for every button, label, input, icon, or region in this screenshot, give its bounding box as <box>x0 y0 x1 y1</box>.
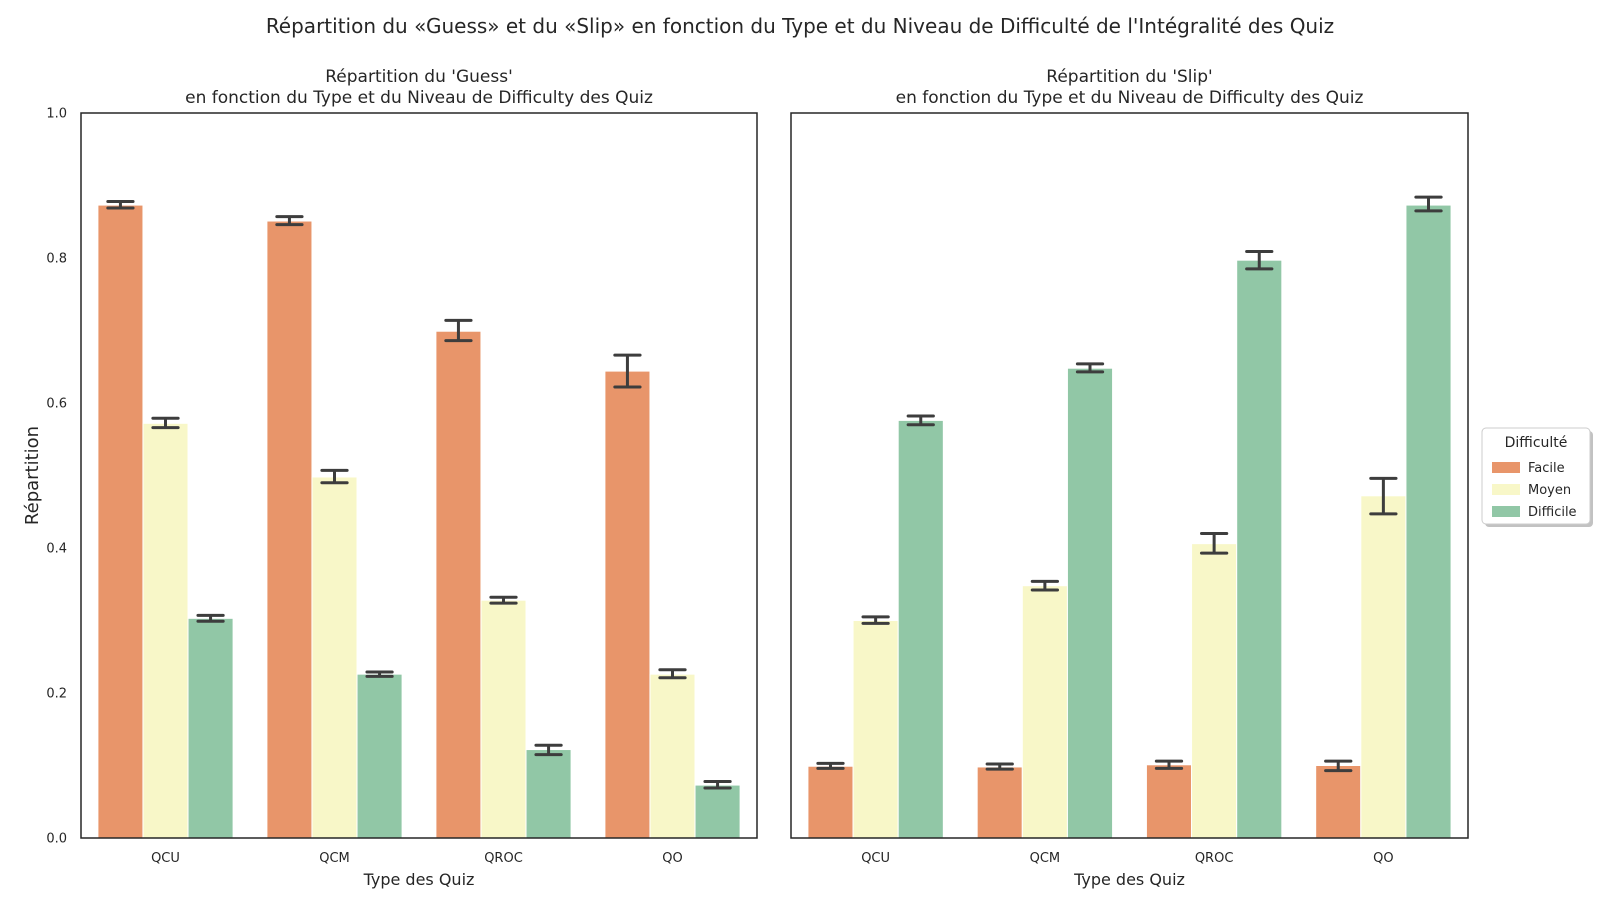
panel-1: QCU QCM QROC QO 0.0 0.2 0.4 0.6 0.8 1.0 Type des Q… <box>22 67 758 889</box>
figure-title: Répartition du «Guess» et du «Slip» en f… <box>266 14 1334 38</box>
panel-title: Répartition du 'Guess' en fonction du Typ… <box>185 67 653 108</box>
errorbar-qcu-moyen <box>861 615 890 625</box>
bar-qo-moyen <box>649 673 696 839</box>
legend-swatch-moyen <box>1492 484 1520 495</box>
bar-qroc-difficile <box>525 749 572 839</box>
axes-frame <box>80 112 758 839</box>
errorbar-qroc-moyen <box>489 595 518 605</box>
errorbar-qcu-difficile <box>196 613 225 623</box>
errorbar-qroc-moyen <box>1199 532 1229 555</box>
bar-qcu-facile <box>807 765 854 839</box>
errorbar-qroc-facile <box>1154 759 1184 770</box>
bar-qcu-facile <box>97 204 144 839</box>
bar-qo-difficile <box>694 784 741 839</box>
legend: Difficulté Facile Moyen Difficile <box>1481 427 1593 527</box>
errorbar-qroc-difficile <box>534 743 563 757</box>
x-axis-label: Type des Quiz <box>1073 870 1185 889</box>
legend-label-facile: Facile <box>1528 461 1565 476</box>
x-tick-label: QROC <box>1195 851 1234 866</box>
bar-qo-facile <box>604 370 651 839</box>
axes-frame <box>790 112 1469 839</box>
errorbar-qcu-facile <box>106 199 135 210</box>
y-tick-label: 1.0 <box>46 107 67 122</box>
legend-swatch-facile <box>1492 462 1520 473</box>
legend-swatch-difficile <box>1492 506 1520 517</box>
legend-label-moyen: Moyen <box>1528 483 1571 498</box>
x-tick-label: QCU <box>151 851 180 866</box>
y-tick-label: 0.6 <box>46 397 67 412</box>
errorbar-qroc-facile <box>444 318 473 343</box>
errorbar-qcm-moyen <box>1030 579 1060 592</box>
bar-qcu-difficile <box>187 617 234 839</box>
panel-2: QCU QCM QROC QO Type des Quiz Répartition du … <box>790 67 1469 889</box>
errorbar-qcm-difficile <box>365 670 394 678</box>
bar-qo-difficile <box>1405 204 1452 839</box>
errorbar-qcu-facile <box>816 761 845 770</box>
x-tick-label: QCU <box>861 851 890 866</box>
errorbar-qcu-difficile <box>906 414 935 427</box>
bar-qroc-facile <box>1145 764 1193 839</box>
x-tick-label: QROC <box>484 851 523 866</box>
legend-title: Difficulté <box>1505 435 1568 451</box>
bar-qroc-facile <box>435 330 482 839</box>
errorbar-qo-facile <box>1324 759 1353 773</box>
errorbar-qcm-moyen <box>320 468 349 485</box>
errorbar-qo-difficile <box>703 779 732 790</box>
legend-label-difficile: Difficile <box>1528 505 1577 520</box>
y-tick-label: 0.0 <box>46 832 67 847</box>
errorbar-qcm-facile <box>275 215 304 227</box>
errorbar-qcu-moyen <box>151 416 180 430</box>
errorbar-qo-difficile <box>1414 195 1443 213</box>
bar-qo-moyen <box>1360 495 1407 839</box>
bar-qcu-difficile <box>897 419 944 839</box>
errorbar-qo-moyen <box>1369 476 1398 516</box>
x-tick-label: QCM <box>1030 851 1061 866</box>
panel-title: Répartition du 'Slip' en fonction du Type… <box>896 67 1364 108</box>
bar-qcm-moyen <box>311 476 358 839</box>
errorbar-qroc-difficile <box>1245 249 1274 271</box>
errorbar-qo-facile <box>613 353 642 389</box>
bar-qcm-facile <box>976 766 1023 839</box>
y-tick-label: 0.2 <box>46 687 67 702</box>
bar-qo-facile <box>1315 765 1362 839</box>
y-axis-label: Répartition <box>22 426 43 525</box>
y-tick-label: 0.8 <box>46 252 67 267</box>
bar-qcm-moyen <box>1021 585 1068 839</box>
y-tick-label: 0.4 <box>46 542 67 557</box>
bar-qroc-difficile <box>1236 259 1283 839</box>
bar-qcu-moyen <box>142 422 189 839</box>
bar-qcm-difficile <box>1066 367 1114 839</box>
x-axis-label: Type des Quiz <box>363 870 475 889</box>
bar-qcu-moyen <box>852 620 899 839</box>
bar-qroc-moyen <box>480 599 527 839</box>
bar-qcm-difficile <box>356 673 403 839</box>
errorbar-qcm-difficile <box>1075 362 1105 374</box>
errorbar-qo-moyen <box>658 668 687 680</box>
errorbar-qcm-facile <box>985 762 1014 771</box>
x-tick-label: QO <box>1373 851 1393 866</box>
x-tick-label: QCM <box>319 851 350 866</box>
x-tick-label: QO <box>662 851 682 866</box>
bar-qroc-moyen <box>1191 543 1238 839</box>
bar-qcm-facile <box>266 220 313 839</box>
